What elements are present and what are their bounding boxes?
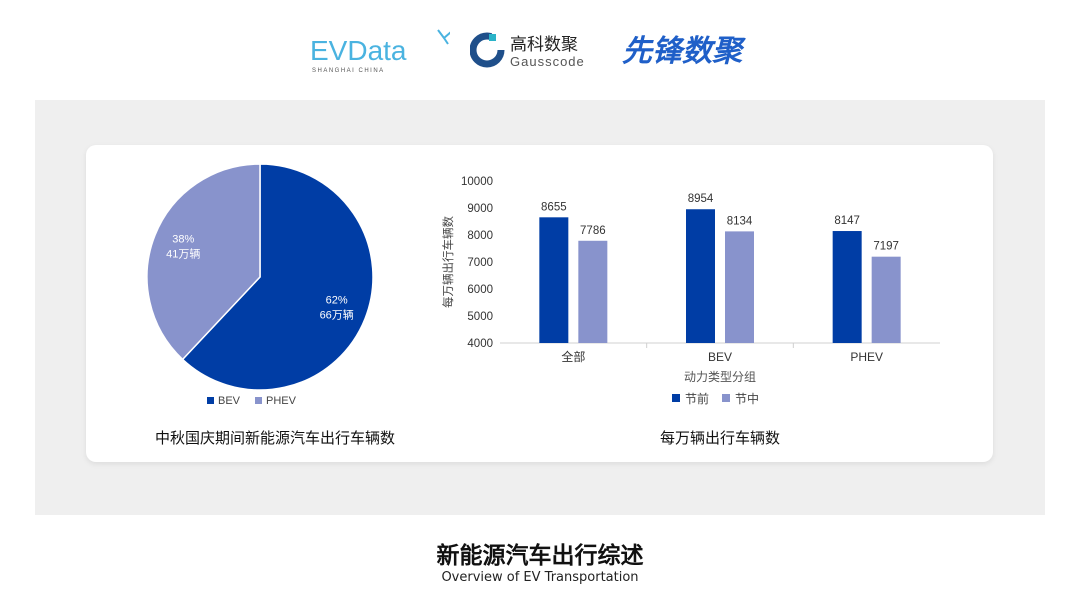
y-axis-title: 每万辆出行车辆数 [441,216,455,308]
svg-text:SHANGHAI CHINA: SHANGHAI CHINA [312,68,385,74]
bar-before [832,231,862,343]
svg-text:高科数聚: 高科数聚 [510,35,578,54]
page-subtitle: Overview of EV Transportation [441,570,639,585]
pie-chart: 62%66万辆 38%41万辆 BEV PHEV [146,163,374,407]
bar-value-label: 8954 [688,193,714,205]
svg-text:先锋数聚: 先锋数聚 [622,35,746,68]
x-tick-label: BEV [708,350,732,364]
bar-during [578,240,608,343]
legend-label-phev: PHEV [266,395,297,407]
pie-slice-bev [181,163,374,391]
xianfeng-logo: 先锋数聚 [622,35,746,68]
bar-before [686,209,715,343]
legend-swatch-during [722,394,730,402]
pie-chart-title: 中秋国庆期间新能源汽车出行车辆数 [154,429,395,447]
legend-label: 节中 [735,391,759,406]
bar-chart: 4000 5000 6000 7000 8000 9000 10000 全部 8655 7786 B… [441,176,940,406]
bar-before [539,217,569,343]
gausscode-logo: 高科数聚 Gausscode [470,32,585,69]
bar-value-label: 8655 [541,201,567,213]
bar-value-label: 7786 [580,225,606,237]
bar-during [871,256,901,343]
page-title: 新能源汽车出行综述 [436,543,644,569]
pie-value-label: 41万辆 [166,247,200,261]
svg-text:EVData: EVData [310,35,407,66]
y-tick-label: 5000 [467,311,493,323]
pie-value-label: 66万辆 [320,307,354,321]
y-tick-label: 7000 [467,257,493,269]
x-tick-label: PHEV [850,350,883,364]
x-tick-label: 全部 [561,349,585,364]
legend-swatch-phev [255,397,262,404]
pie-percent-label: 62% [326,294,348,306]
bar-value-label: 8134 [727,215,753,227]
legend-label: 节前 [685,391,709,406]
bar-during [725,231,754,343]
evdata-logo: EVData SHANGHAI CHINA [310,29,450,74]
y-tick-label: 6000 [467,284,493,296]
bar-value-label: 7197 [873,241,899,253]
svg-text:Gausscode: Gausscode [510,54,585,69]
legend-label-bev: BEV [218,395,241,407]
x-axis-title: 动力类型分组 [684,370,756,384]
bar-chart-title: 每万辆出行车辆数 [659,429,780,447]
y-tick-label: 9000 [467,203,493,215]
legend-swatch-before [672,394,680,402]
legend-swatch-bev [207,397,214,404]
pie-slice-phev [146,163,261,361]
y-tick-label: 8000 [467,230,493,242]
y-tick-label: 10000 [461,176,493,188]
pie-percent-label: 38% [172,234,194,246]
y-tick-label: 4000 [467,338,493,350]
bar-value-label: 8147 [834,215,860,227]
